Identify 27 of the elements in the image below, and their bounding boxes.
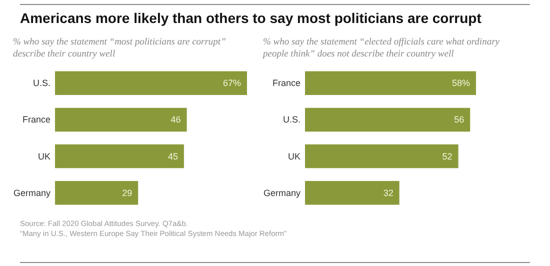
y-tick-label: Germany [263, 188, 301, 198]
data-label: 56 [454, 114, 464, 125]
chart-title: Americans more likely than others to say most politicians are corrupt [20, 10, 482, 26]
y-tick-label: Germany [13, 188, 51, 198]
y-tick-label: UK [38, 151, 50, 162]
data-label: 67% [222, 78, 241, 88]
bar [55, 71, 247, 96]
data-label: 52 [442, 151, 452, 162]
y-tick-label: U.S. [32, 78, 50, 88]
bar [55, 144, 184, 168]
y-tick-label: UK [288, 151, 300, 162]
data-label: 58% [452, 78, 470, 88]
chart-subtitle: % who say the statement “most politicians are corrupt” describe their country well [12, 38, 226, 60]
bar [305, 180, 400, 205]
bar [305, 71, 476, 96]
y-tick-label: U.S. [282, 114, 300, 125]
bar [305, 108, 470, 132]
y-tick-label: France [22, 114, 50, 125]
data-label: 29 [122, 188, 132, 198]
chart-subtitle: % who say the statement “elected officials care what ordinary people think” does not describe their country well [262, 38, 500, 60]
bar [305, 144, 458, 168]
y-tick-label: France [272, 78, 300, 88]
data-label: 32 [383, 188, 394, 198]
bar [55, 180, 138, 205]
data-label: 46 [170, 114, 181, 125]
bar [55, 108, 187, 132]
data-label: 45 [168, 151, 178, 162]
